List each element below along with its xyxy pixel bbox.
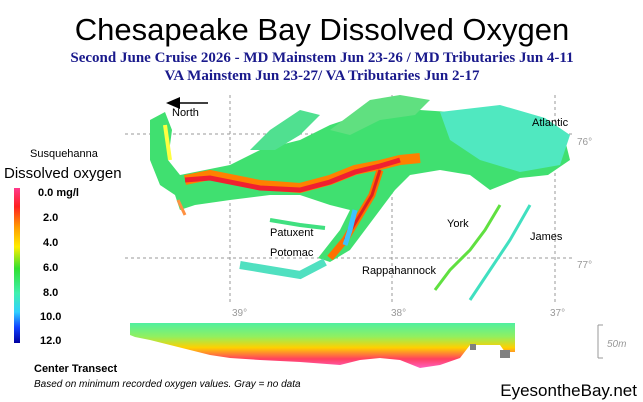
subtitle: VA Mainstem Jun 23-27/ VA Tributaries Ju… — [165, 68, 480, 84]
transect-title: Center Transect — [34, 363, 117, 375]
legend-scale — [14, 188, 20, 343]
map-label: Atlantic — [532, 117, 569, 129]
legend-label: 0.0 mg/l — [38, 187, 79, 199]
map-label: Patuxent — [270, 227, 313, 239]
grid-label: 77° — [577, 260, 592, 271]
grid-label: 76° — [577, 137, 592, 148]
legend-label: 6.0 — [43, 262, 58, 274]
legend-label: 10.0 — [40, 311, 61, 323]
title: Chesapeake Bay Dissolved Oxygen — [75, 12, 570, 47]
map-label: Rappahannock — [362, 265, 437, 277]
subtitle: Second June Cruise 2026 - MD Mainstem Ju… — [70, 50, 573, 66]
map-label: North — [172, 107, 199, 119]
grid-label: 38° — [391, 308, 406, 319]
legend-title: Dissolved oxygen — [4, 165, 122, 182]
legend-label: 2.0 — [43, 212, 58, 224]
transect — [130, 323, 603, 368]
bay-map — [150, 95, 570, 301]
brand: EyesontheBay.net — [500, 381, 637, 400]
depth-label: 50m — [607, 339, 626, 350]
grid-label: 39° — [232, 308, 247, 319]
grid-label: 37° — [550, 308, 565, 319]
map-label: Potomac — [270, 247, 314, 259]
map-label: York — [447, 218, 469, 230]
legend-label: 4.0 — [43, 237, 58, 249]
legend-label: 8.0 — [43, 287, 58, 299]
note: Based on minimum recorded oxygen values.… — [34, 379, 301, 390]
map-label: James — [530, 231, 563, 243]
legend-label: 12.0 — [40, 335, 61, 347]
north-arrow — [166, 97, 208, 109]
map-label: Susquehanna — [30, 148, 99, 160]
